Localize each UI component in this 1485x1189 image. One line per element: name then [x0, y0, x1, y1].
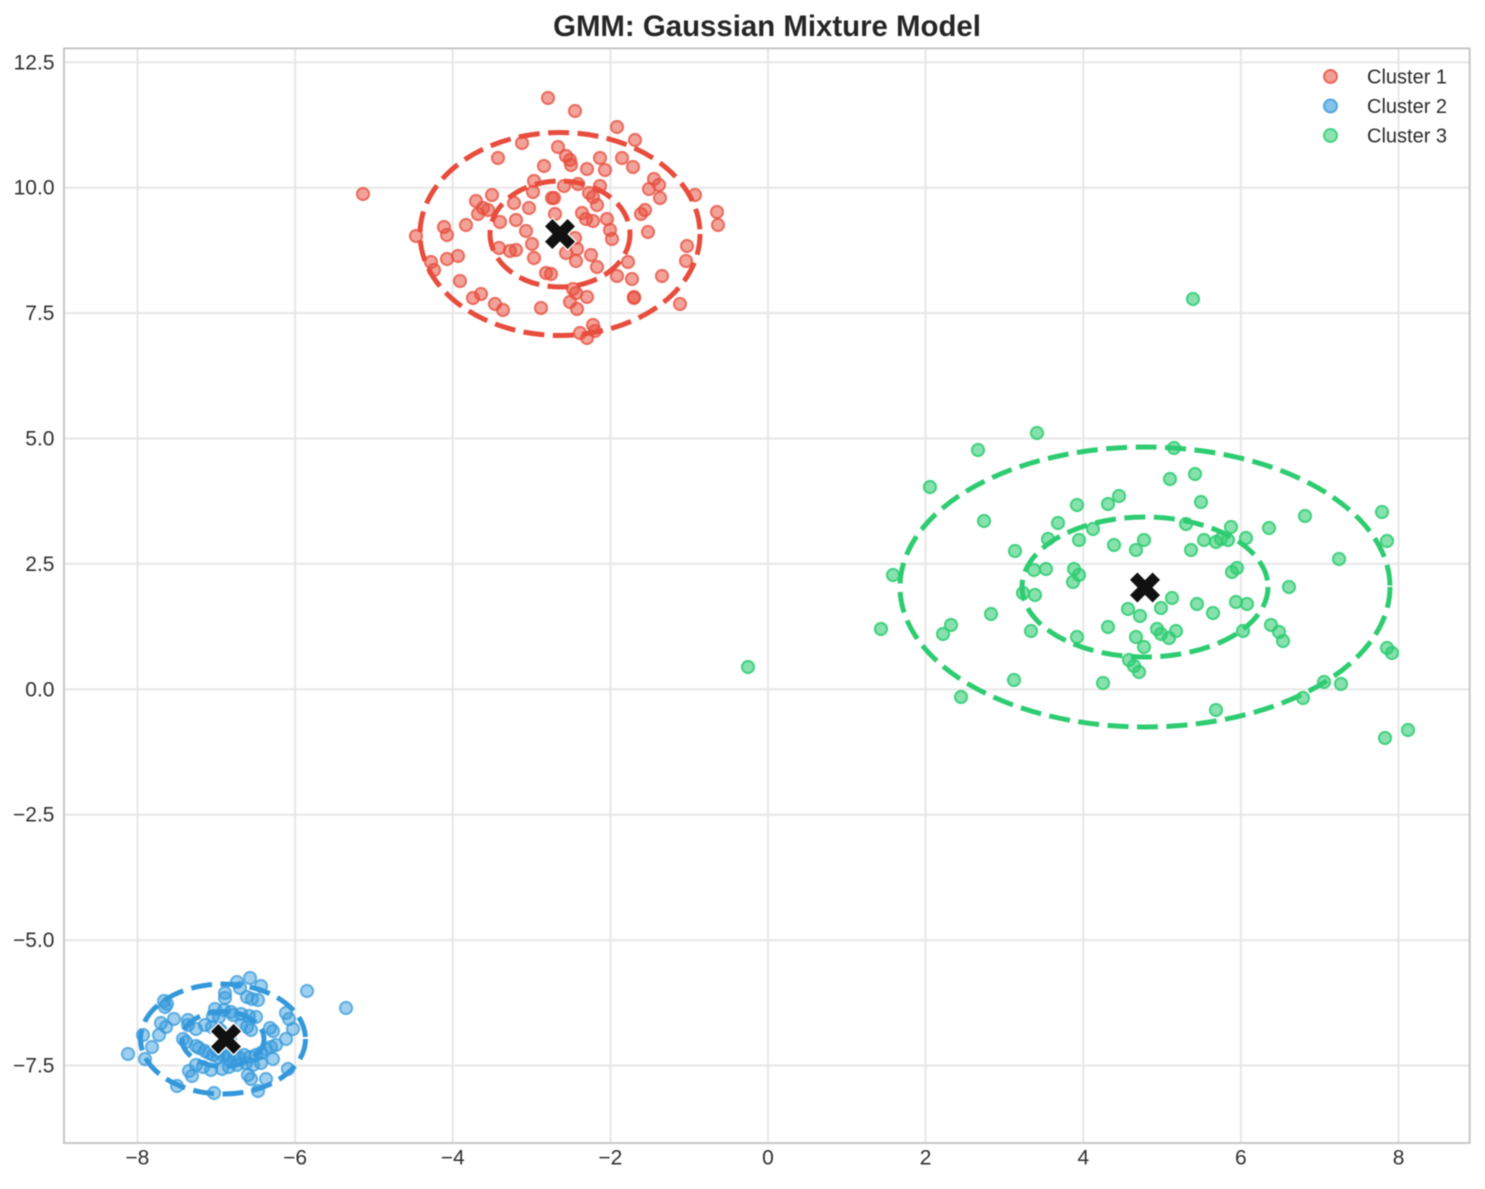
- svg-text:2: 2: [920, 1147, 932, 1170]
- svg-text:6: 6: [1235, 1147, 1247, 1170]
- svg-text:10.0: 10.0: [14, 177, 55, 200]
- svg-text:8: 8: [1393, 1147, 1405, 1170]
- svg-text:−2.5: −2.5: [13, 804, 54, 827]
- svg-text:−8: −8: [125, 1147, 149, 1170]
- svg-text:2.5: 2.5: [25, 553, 54, 576]
- svg-text:12.5: 12.5: [14, 51, 55, 74]
- svg-text:0.0: 0.0: [25, 678, 54, 701]
- svg-text:−2: −2: [598, 1147, 622, 1170]
- svg-text:5.0: 5.0: [25, 428, 54, 451]
- svg-text:GMM: Gaussian Mixture Model: GMM: Gaussian Mixture Model: [553, 10, 981, 43]
- svg-text:Cluster 3: Cluster 3: [1367, 126, 1447, 148]
- svg-text:−5.0: −5.0: [13, 929, 54, 952]
- svg-text:7.5: 7.5: [25, 302, 54, 325]
- svg-text:−6: −6: [283, 1147, 307, 1170]
- svg-text:Cluster 1: Cluster 1: [1367, 67, 1447, 89]
- svg-text:Cluster 2: Cluster 2: [1367, 96, 1447, 118]
- svg-text:0: 0: [762, 1147, 774, 1170]
- svg-text:4: 4: [1077, 1147, 1089, 1170]
- svg-text:−7.5: −7.5: [13, 1055, 54, 1078]
- svg-text:−4: −4: [441, 1147, 465, 1170]
